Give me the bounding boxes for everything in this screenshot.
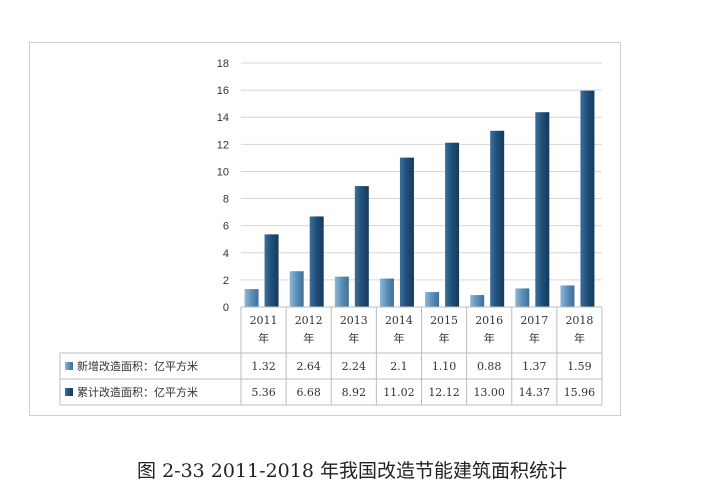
data-label: 1.10 (432, 360, 457, 373)
y-tick-label: 10 (217, 166, 229, 178)
x-tick-label: 2016 年 (475, 314, 503, 345)
data-label: 0.88 (477, 360, 502, 373)
bar-new (470, 295, 485, 307)
x-tick-label: 2011 年 (250, 314, 278, 345)
data-label: 2.1 (390, 360, 408, 373)
y-tick-label: 6 (223, 221, 229, 233)
legend-swatch (65, 362, 73, 370)
bar-cumulative (354, 186, 369, 307)
bar-new (515, 288, 530, 307)
bar-cumulative (445, 142, 460, 307)
bar-new (379, 278, 394, 307)
bar-new (425, 292, 440, 307)
data-label: 12.12 (428, 386, 460, 399)
x-tick-label: 2017 年 (520, 314, 548, 345)
y-tick-label: 12 (217, 139, 229, 151)
bar-cumulative (490, 130, 505, 307)
data-label: 2.24 (342, 360, 367, 373)
bar-new (289, 271, 304, 307)
data-label: 6.68 (296, 386, 321, 399)
y-tick-label: 2 (223, 275, 229, 287)
legend-swatch (65, 388, 73, 396)
x-tick-label: 2015 年 (430, 314, 458, 345)
bar-new (560, 285, 575, 307)
data-label: 11.02 (383, 386, 415, 399)
data-label: 15.96 (564, 386, 596, 399)
figure-caption: 图 2-33 2011-2018 年我国改造节能建筑面积统计 (137, 460, 567, 482)
bar-new (334, 276, 349, 307)
bar-cumulative (399, 157, 414, 307)
bar-cumulative (264, 234, 279, 307)
x-tick-label: 2013 年 (340, 314, 368, 345)
bar-cumulative (535, 112, 550, 307)
chart-frame: 0 2 4 6 8 10 12 14 16 18 2011 年 2012 年 2013 年 2014 年 2015… (29, 42, 621, 416)
series-label: 累计改造面积：亿平方米 (77, 385, 198, 399)
data-label: 1.59 (567, 360, 592, 373)
y-tick-label: 8 (223, 194, 229, 206)
bar-cumulative (580, 90, 595, 307)
x-tick-label: 2014 年 (385, 314, 413, 345)
y-tick-label: 18 (217, 58, 229, 70)
y-tick-label: 0 (223, 302, 229, 314)
bar-cumulative (309, 216, 324, 307)
chart: 0 2 4 6 8 10 12 14 16 18 2011 年 2012 年 2013 年 2014 年 2015… (59, 58, 603, 406)
data-label: 13.00 (473, 386, 505, 399)
x-tick-label: 2012 年 (295, 314, 323, 345)
series-label: 新增改造面积：亿平方米 (77, 359, 198, 373)
data-label: 14.37 (519, 386, 551, 399)
data-label: 2.64 (296, 360, 321, 373)
data-label: 5.36 (251, 386, 276, 399)
y-tick-label: 4 (223, 248, 229, 260)
data-label: 1.32 (251, 360, 276, 373)
data-label: 1.37 (522, 360, 547, 373)
y-tick-label: 16 (217, 85, 229, 97)
data-label: 8.92 (342, 386, 367, 399)
y-tick-label: 14 (217, 112, 229, 124)
bar-new (244, 289, 259, 307)
x-tick-label: 2018 年 (565, 314, 593, 345)
